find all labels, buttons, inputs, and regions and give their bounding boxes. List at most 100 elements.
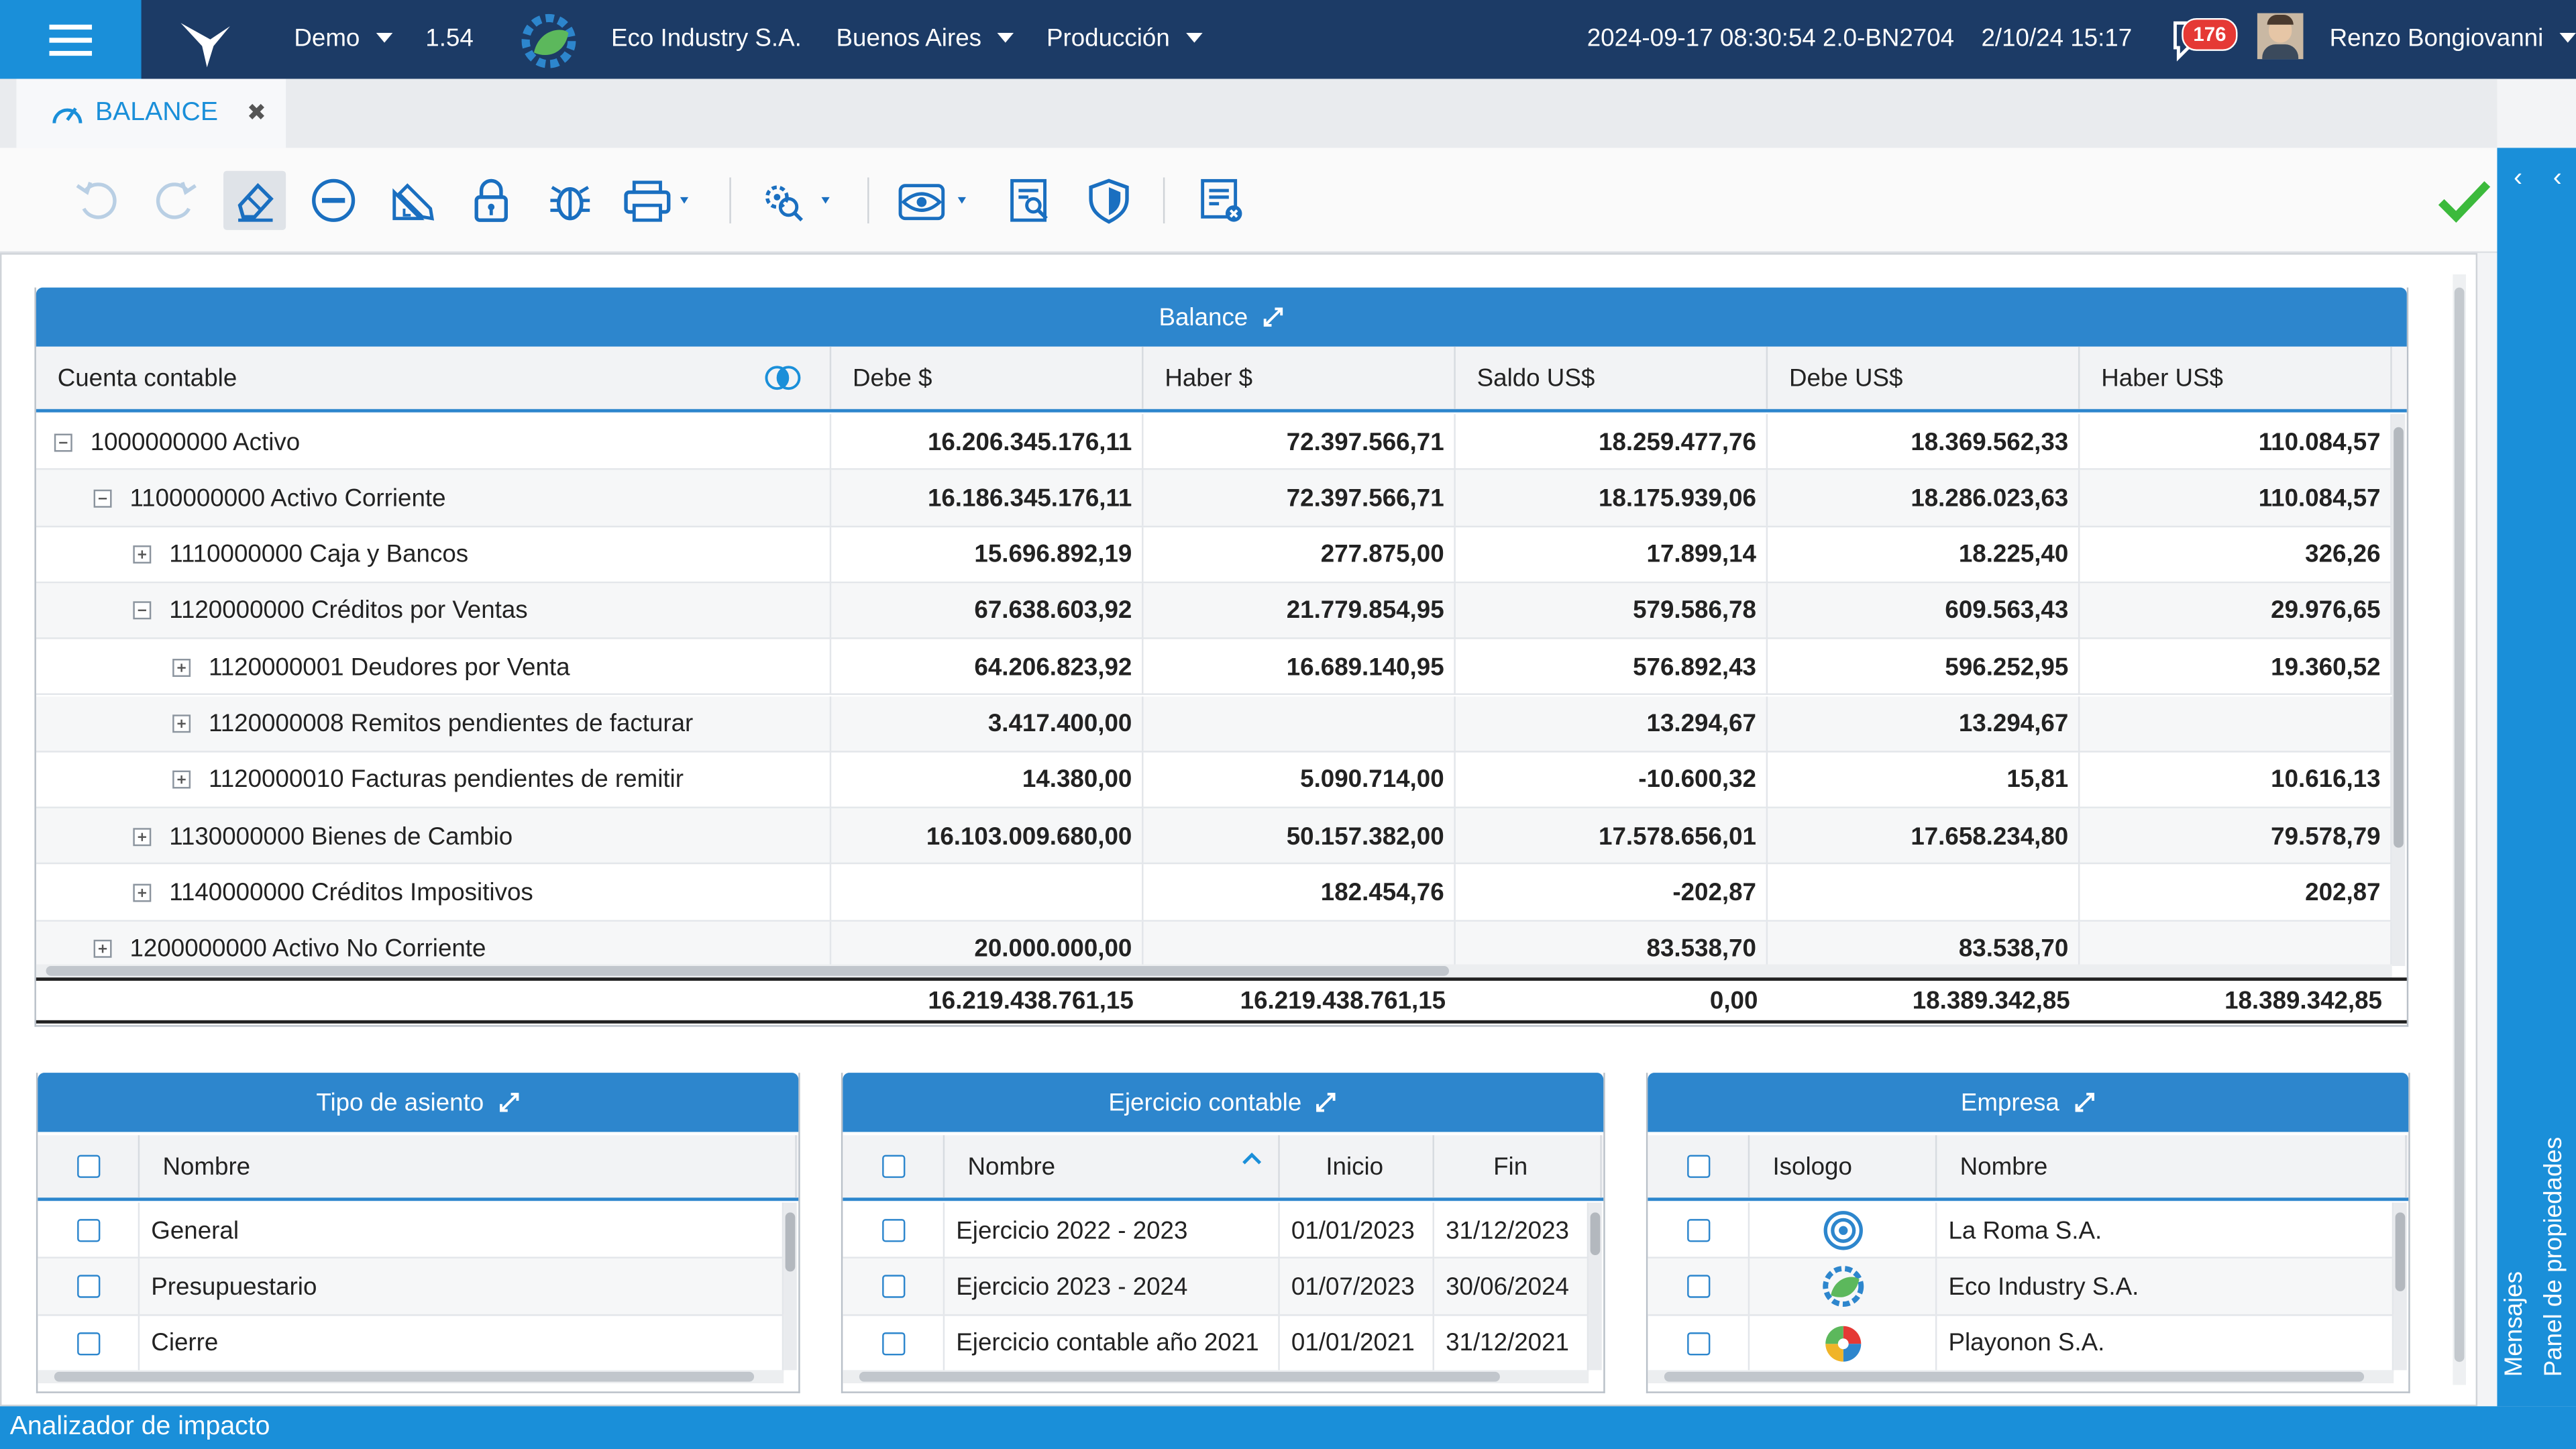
print-button[interactable] [618,171,700,230]
list-item[interactable]: Eco Industry S.A. [1648,1258,2394,1316]
list-item[interactable]: Ejercicio 2022 - 2023 01/01/2023 31/12/202… [843,1202,1589,1259]
messages-tab[interactable]: Mensajes [2500,1271,2528,1377]
list-item[interactable]: Ejercicio 2023 - 2024 01/07/2023 30/06/202… [843,1258,1589,1316]
col-header-inicio[interactable]: Inicio [1280,1135,1434,1198]
col-header-empresa-nombre[interactable]: Nombre [1937,1135,2407,1198]
empresa-vertical-scrollbar[interactable] [2394,1202,2407,1371]
hamburger-menu-button[interactable] [0,0,142,79]
balance-horizontal-scrollbar[interactable] [36,964,2392,978]
table-row[interactable]: 1120000010 Facturas pendientes de remiti… [36,752,2392,809]
expand-row-icon[interactable] [133,545,152,564]
table-row[interactable]: 1000000000 Activo 16.206.345.176,11 72.397… [36,414,2392,471]
remove-button[interactable] [303,171,365,230]
col-header-ejercicio-nombre[interactable]: Nombre [945,1135,1280,1198]
col-header-debe[interactable]: Debe $ [831,346,1144,409]
city-selector[interactable]: Buenos Aires [837,25,1014,52]
environment-selector[interactable]: Demo [294,25,393,52]
list-item[interactable]: Presupuestario [38,1258,784,1316]
tab-strip: BALANCE ✖ [0,78,2498,148]
expand-row-icon[interactable] [133,827,152,846]
table-row[interactable]: 1200000000 Activo No Corriente 20.000.000… [36,921,2392,967]
row-select-checkbox[interactable] [38,1202,140,1258]
expand-icon[interactable] [1261,306,1284,329]
expand-row-icon[interactable] [172,658,191,677]
table-row[interactable]: 1140000000 Créditos Impositivos 182.454,7… [36,865,2392,922]
col-header-haber-us[interactable]: Haber US$ [2080,346,2392,409]
collapse-row-icon[interactable] [133,602,152,621]
close-icon[interactable]: ✖ [246,98,266,125]
expand-row-icon[interactable] [133,883,152,902]
mode-selector[interactable]: Producción [1046,25,1203,52]
ejercicio-vertical-scrollbar[interactable] [1589,1202,1602,1371]
view-button[interactable] [894,171,975,230]
confirm-button[interactable] [2431,171,2497,230]
properties-panel-tab[interactable]: Panel de propiedades [2540,1136,2568,1377]
table-row[interactable]: 1130000000 Bienes de Cambio 16.103.009.68… [36,808,2392,865]
row-select-checkbox[interactable] [38,1258,140,1315]
tipo-vertical-scrollbar[interactable] [784,1202,797,1371]
list-clear-button[interactable] [1189,171,1252,230]
status-bar[interactable]: Analizador de impacto [0,1406,2576,1449]
notifications-button[interactable]: 176 [2169,13,2238,66]
table-row[interactable]: 1120000008 Remitos pendientes de factura… [36,696,2392,753]
table-row[interactable]: 1120000000 Créditos por Ventas 67.638.603… [36,583,2392,640]
col-header-tipo-nombre[interactable]: Nombre [140,1135,797,1198]
table-row[interactable]: 1120000001 Deudores por Venta 64.206.823,… [36,639,2392,696]
col-header-cuenta[interactable]: Cuenta contable [36,346,832,409]
sort-ascending-icon[interactable] [1242,1152,1262,1165]
table-row[interactable]: 1100000000 Activo Corriente 16.186.345.17… [36,470,2392,527]
row-select-checkbox[interactable] [1648,1258,1750,1315]
expand-icon[interactable] [2072,1091,2095,1114]
balance-vertical-scrollbar[interactable] [2392,414,2406,967]
row-select-checkbox[interactable] [843,1258,945,1315]
settings-search-button[interactable] [756,171,838,230]
col-header-tipo-nombre-label: Nombre [162,1152,251,1181]
list-item[interactable]: Playonon S.A. [1648,1315,2394,1372]
page-vertical-scrollbar[interactable] [2453,274,2466,1385]
ejercicio-select-all[interactable] [843,1135,945,1198]
col-header-haber[interactable]: Haber $ [1143,346,1456,409]
debug-button[interactable] [539,171,601,230]
ejercicio-nombre: Ejercicio contable año 2021 [945,1315,1280,1371]
expand-row-icon[interactable] [172,771,191,790]
ejercicio-horizontal-scrollbar[interactable] [843,1370,1589,1384]
security-button[interactable] [1078,171,1140,230]
col-header-saldo-us[interactable]: Saldo US$ [1456,346,1768,409]
list-item[interactable]: La Roma S.A. [1648,1202,2394,1259]
row-select-checkbox[interactable] [843,1202,945,1258]
row-select-checkbox[interactable] [843,1315,945,1371]
col-header-isologo[interactable]: Isologo [1750,1135,1937,1198]
row-select-checkbox[interactable] [38,1315,140,1371]
collapse-row-icon[interactable] [93,489,112,508]
tipo-horizontal-scrollbar[interactable] [38,1370,784,1384]
company-name[interactable]: Eco Industry S.A. [611,24,802,53]
expand-icon[interactable] [497,1091,520,1114]
expand-icon[interactable] [1315,1091,1338,1114]
list-item[interactable]: Cierre [38,1315,784,1372]
list-item[interactable]: General [38,1202,784,1259]
eraser-button[interactable] [223,170,286,230]
avatar[interactable] [2257,13,2304,60]
col-header-fin[interactable]: Fin [1434,1135,1602,1198]
expand-row-icon[interactable] [172,714,191,733]
empresa-horizontal-scrollbar[interactable] [1648,1370,2394,1384]
user-menu[interactable]: Renzo Bongiovanni [2330,25,2576,52]
collapse-left-icon[interactable]: ‹ [2513,164,2522,193]
lock-button[interactable] [460,171,523,230]
empresa-select-all[interactable] [1648,1135,1750,1198]
collapse-left-icon[interactable]: ‹ [2553,164,2562,193]
col-header-debe-us[interactable]: Debe US$ [1768,346,2080,409]
row-select-checkbox[interactable] [1648,1202,1750,1258]
tipo-select-all[interactable] [38,1135,140,1198]
document-search-button[interactable] [999,171,1061,230]
expand-row-icon[interactable] [93,940,112,959]
collapse-row-icon[interactable] [54,433,72,451]
table-row[interactable]: 1110000000 Caja y Bancos 15.696.892,19 277… [36,527,2392,584]
design-button[interactable] [381,171,443,230]
undo-button[interactable] [66,171,128,230]
toggle-view-icon[interactable] [764,365,804,391]
row-select-checkbox[interactable] [1648,1315,1750,1371]
tab-balance[interactable]: BALANCE ✖ [16,78,286,148]
list-item[interactable]: Ejercicio contable año 2021 01/01/2021 31/… [843,1315,1589,1372]
redo-button[interactable] [145,171,207,230]
